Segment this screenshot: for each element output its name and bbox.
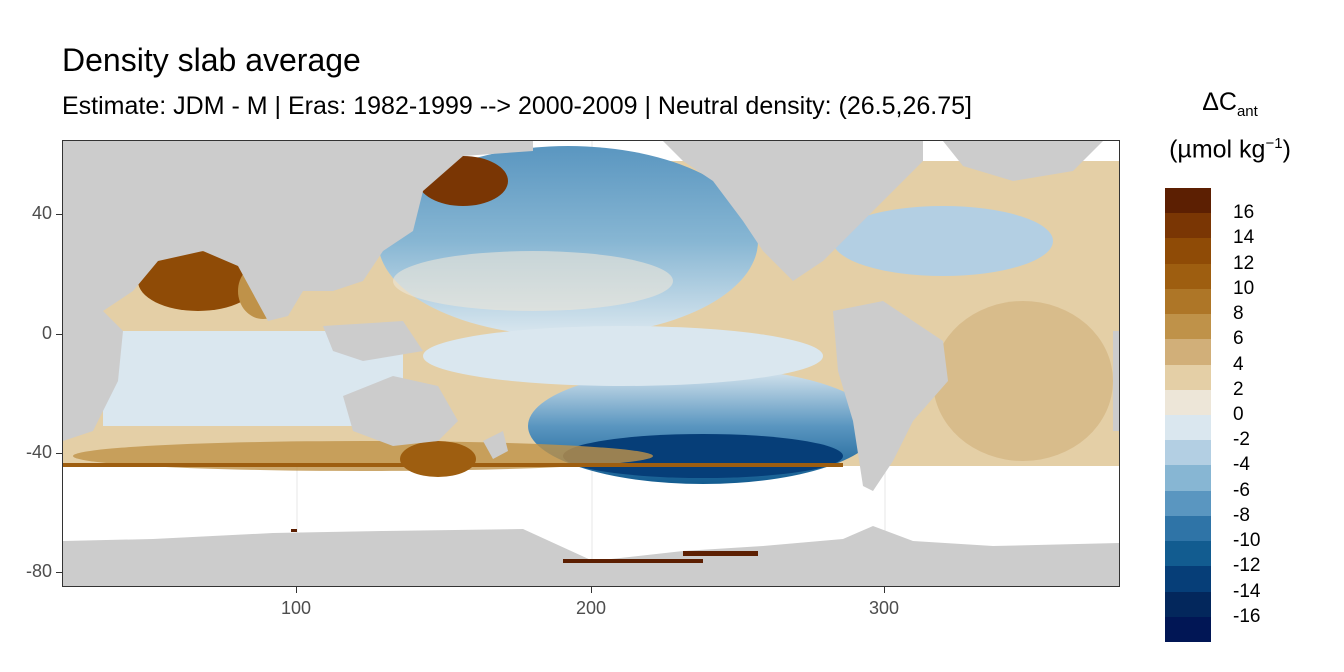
legend-label: -10: [1233, 530, 1261, 552]
y-tickmark-0: [56, 334, 62, 335]
legend-swatch: [1165, 263, 1211, 290]
land-masses: [63, 141, 1119, 586]
antarctica-landmass: [63, 526, 1119, 586]
legend-swatch: [1165, 465, 1211, 492]
y-tickmark-m40: [56, 453, 62, 454]
greenland-landmass: [943, 141, 1103, 181]
ocean-field: [63, 146, 1119, 484]
legend-label: 8: [1233, 303, 1244, 325]
legend-swatch: [1165, 515, 1211, 542]
north-america-landmass: [663, 141, 923, 281]
legend-label: -12: [1233, 555, 1261, 577]
africa-landmass: [63, 311, 123, 441]
eurasia-landmass: [63, 141, 533, 321]
legend-swatch: [1165, 490, 1211, 517]
y-tick-label-m40: -40: [25, 442, 52, 462]
legend-unit: (µmol kg−1): [1150, 135, 1310, 164]
australia-landmass: [343, 376, 458, 446]
antarctic-margin-cells: [291, 529, 758, 563]
arabian-sea-hotspot: [138, 251, 258, 311]
x-tickmark-300: [884, 587, 885, 593]
legend-label: 14: [1233, 227, 1255, 249]
y-tickmark-40: [56, 214, 62, 215]
tropical-pacific-light: [423, 326, 823, 386]
x-tickmark-100: [296, 587, 297, 593]
legend-title-subscript: ant: [1236, 103, 1258, 120]
legend-swatch: [1165, 415, 1211, 441]
map-panel: [62, 140, 1120, 587]
legend-swatch: [1165, 213, 1211, 239]
north-atlantic-blue-patch: [833, 206, 1053, 276]
antarctic-cell-2: [683, 551, 758, 556]
legend-colorbar: [1165, 188, 1211, 643]
legend-label: 0: [1233, 404, 1244, 425]
legend-label: -4: [1233, 454, 1250, 476]
legend-label: -8: [1233, 504, 1250, 526]
y-tick-label-m80: -80: [25, 561, 52, 581]
legend-label: 12: [1233, 252, 1255, 274]
legend-unit-superscript: −1: [1265, 135, 1283, 152]
y-tick-label-40: 40: [31, 203, 52, 223]
legend-swatch: [1165, 389, 1211, 416]
legend-label: -16: [1233, 605, 1261, 627]
legend-unit-close: ): [1282, 135, 1291, 164]
legend-label: 2: [1233, 378, 1244, 400]
south-margin-brown-line: [63, 463, 843, 467]
legend-label: 10: [1233, 277, 1255, 299]
south-america-landmass: [833, 301, 948, 491]
legend-label: -14: [1233, 580, 1261, 602]
tasman-hotspot: [400, 441, 476, 477]
x-tickmark-200: [591, 587, 592, 593]
legend-swatch: [1165, 339, 1211, 366]
legend-label: 4: [1233, 353, 1244, 375]
new-zealand-landmass: [483, 431, 508, 459]
x-tick-label-200: 200: [575, 598, 607, 618]
legend-swatch: [1165, 238, 1211, 265]
legend-label: 6: [1233, 328, 1244, 350]
map-canvas: [63, 141, 1119, 586]
legend-unit-base: (µmol kg: [1169, 135, 1266, 164]
legend-swatch: [1165, 616, 1211, 643]
legend-swatch: [1165, 288, 1211, 315]
antarctic-cell-1: [563, 559, 703, 563]
y-tickmark-m80: [56, 572, 62, 573]
north-pacific-white-streaks: [393, 251, 673, 311]
antarctic-cell-3: [291, 529, 297, 532]
legend-swatch: [1165, 188, 1211, 214]
legend-label: 16: [1233, 202, 1255, 224]
africa-east-landmass: [1113, 331, 1119, 431]
south-atlantic-tan: [933, 301, 1113, 461]
legend-swatch: [1165, 566, 1211, 593]
legend-title-main: ΔC: [1202, 88, 1237, 116]
legend-label: -6: [1233, 479, 1250, 501]
legend-label: -2: [1233, 429, 1250, 451]
y-tick-label-0: 0: [41, 323, 52, 343]
indonesia-landmass: [323, 321, 423, 361]
chart-subtitle: Estimate: JDM - M | Eras: 1982-1999 --> …: [62, 92, 972, 120]
legend-title: ΔCant: [1150, 88, 1310, 120]
legend-swatch: [1165, 440, 1211, 466]
x-tick-label-300: 300: [868, 598, 900, 618]
legend-swatch: [1165, 591, 1211, 618]
x-tick-label-100: 100: [280, 598, 312, 618]
chart-title: Density slab average: [62, 42, 361, 78]
legend-swatch: [1165, 364, 1211, 391]
legend-swatch: [1165, 314, 1211, 340]
legend-swatch: [1165, 541, 1211, 567]
